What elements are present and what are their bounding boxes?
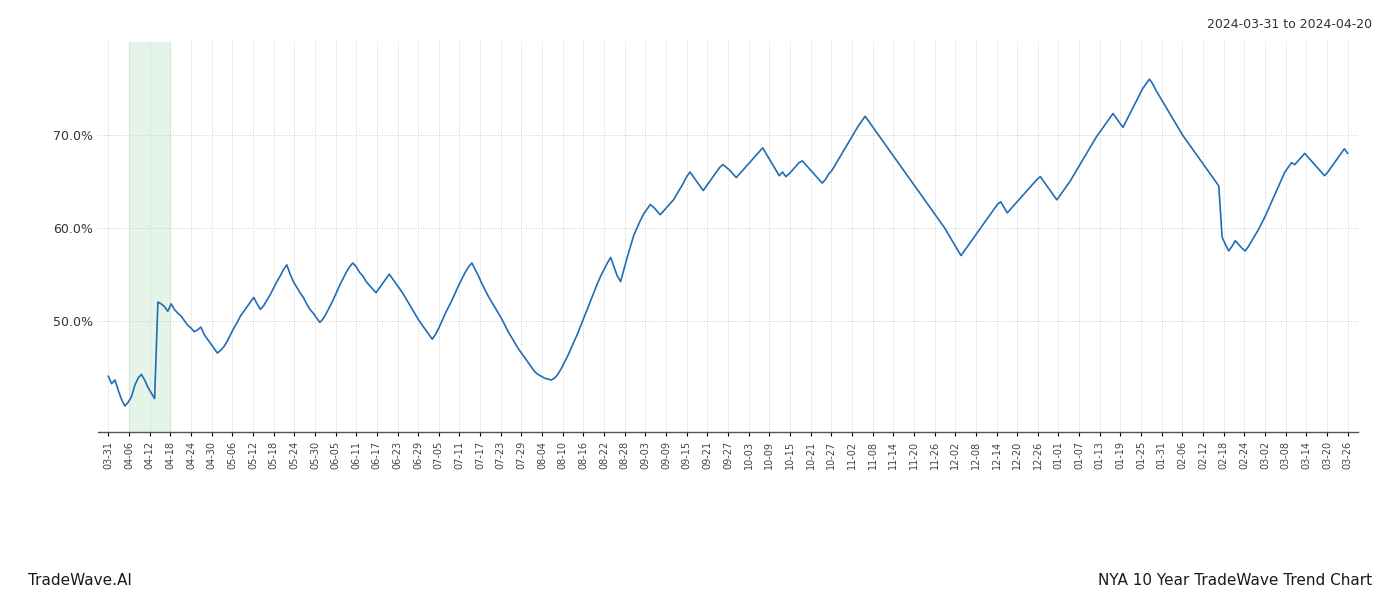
Text: 2024-03-31 to 2024-04-20: 2024-03-31 to 2024-04-20	[1207, 18, 1372, 31]
Text: TradeWave.AI: TradeWave.AI	[28, 573, 132, 588]
Bar	[129, 42, 171, 432]
Text: NYA 10 Year TradeWave Trend Chart: NYA 10 Year TradeWave Trend Chart	[1098, 573, 1372, 588]
